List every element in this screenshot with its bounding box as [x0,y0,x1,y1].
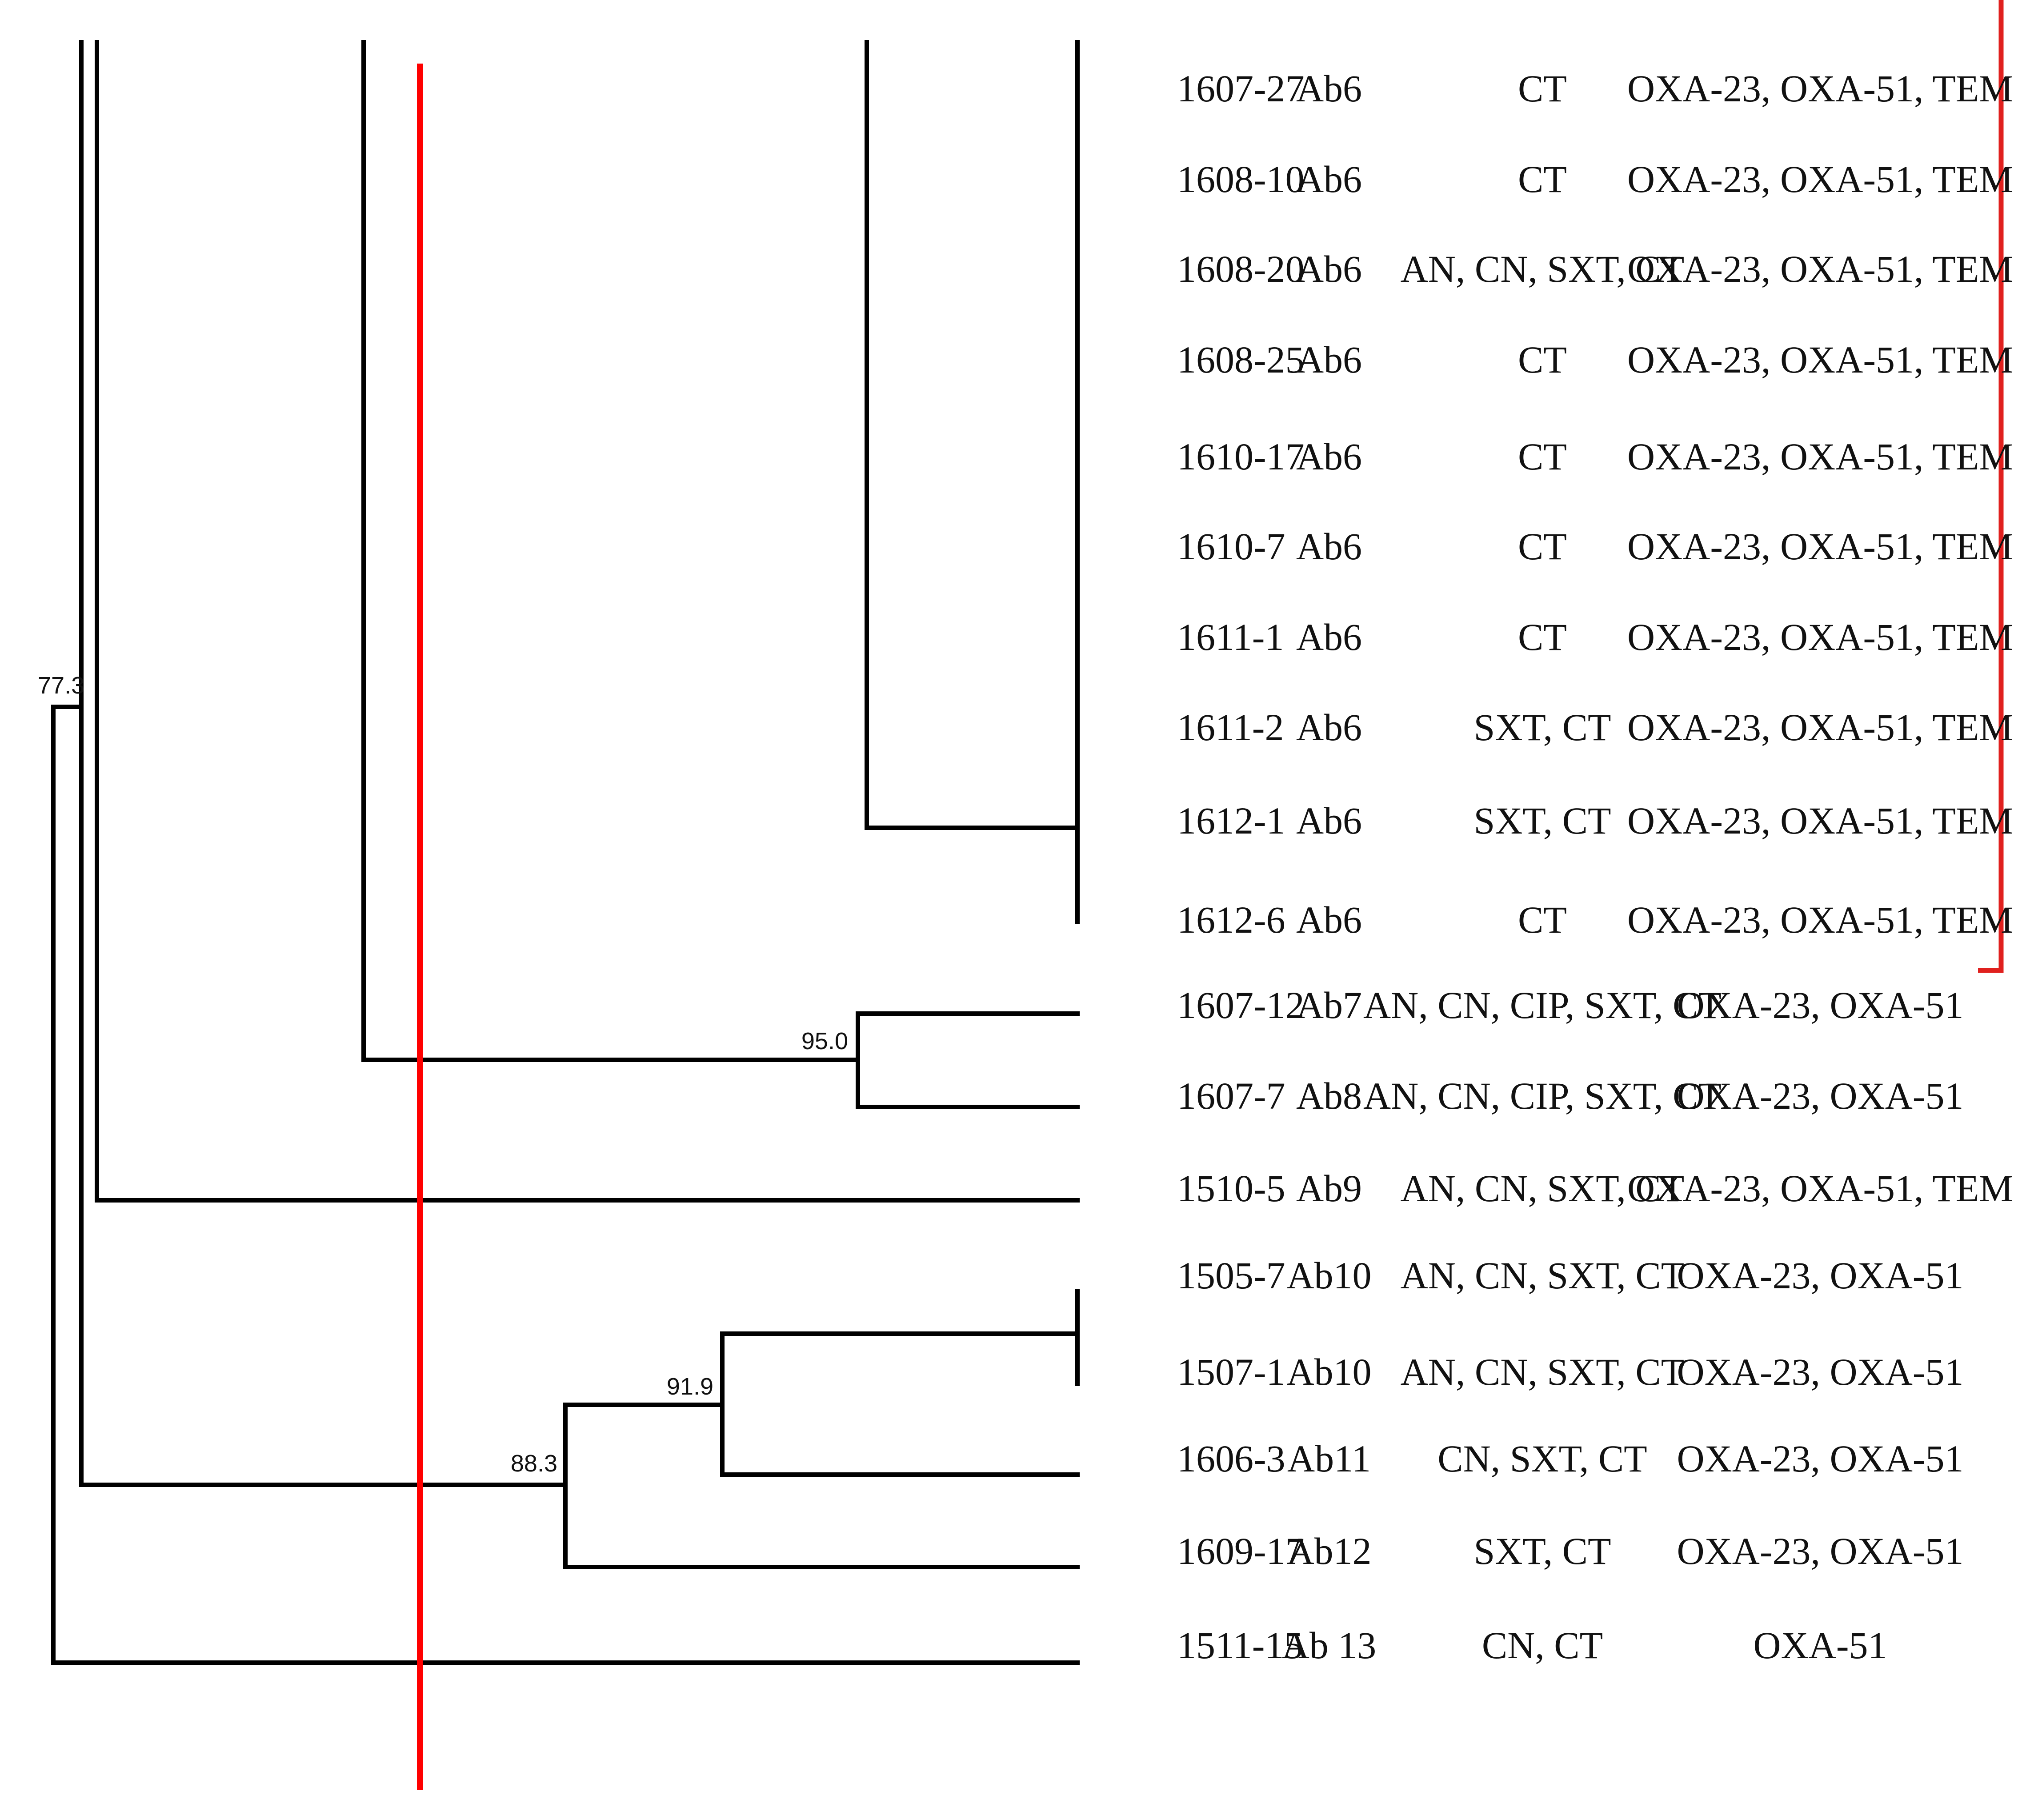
isolate-id: 1511-15 [1177,1624,1303,1667]
pfge-pattern: Ab6 [1296,248,1362,290]
pfge-pattern: Ab 13 [1282,1624,1377,1667]
isolate-id: 1610-17 [1177,435,1305,478]
resistance-genes: OXA-23, OXA-51 [1677,1530,1964,1572]
resistance-profile: CT [1518,338,1567,381]
isolate-id: 1612-1 [1177,799,1285,842]
resistance-profile: AN, CN, SXT, CT [1401,1254,1685,1297]
isolate-id: 1611-1 [1177,616,1284,658]
isolate-id: 1609-17 [1177,1530,1305,1572]
resistance-profile: AN, CN, CIP, SXT, CT [1363,1074,1722,1117]
dendrogram-branches [51,40,1080,1665]
pfge-pattern: Ab12 [1286,1530,1371,1572]
pfge-pattern: Ab10 [1286,1351,1371,1393]
resistance-profile: CN, CT [1482,1624,1603,1667]
node-label-77-3: 77.3 [38,672,84,699]
pfge-pattern: Ab6 [1296,435,1362,478]
isolate-id: 1607-12 [1177,984,1305,1026]
isolate-id: 1610-7 [1177,525,1285,568]
isolate-id: 1612-6 [1177,898,1285,941]
resistance-genes: OXA-23, OXA-51, TEM [1627,248,2013,290]
resistance-profile: CT [1518,435,1567,478]
resistance-genes: OXA-23, OXA-51, TEM [1627,158,2013,200]
resistance-genes: OXA-23, OXA-51, TEM [1627,67,2013,110]
pfge-pattern: Ab10 [1286,1254,1371,1297]
pfge-pattern: Ab8 [1296,1074,1362,1117]
resistance-genes: OXA-23, OXA-51, TEM [1627,338,2013,381]
resistance-genes: OXA-23, OXA-51 [1677,1254,1964,1297]
resistance-profile: AN, CN, SXT, CT [1401,1351,1685,1393]
isolate-id: 1608-20 [1177,248,1305,290]
isolate-id: 1608-10 [1177,158,1305,200]
resistance-genes: OXA-23, OXA-51, TEM [1627,898,2013,941]
table-row: 1606-3 Ab11 CN, SXT, CT OXA-23, OXA-51 [1177,1437,1963,1480]
resistance-profile: SXT, CT [1474,1530,1611,1572]
pfge-pattern: Ab6 [1296,706,1362,749]
resistance-profile: CT [1518,616,1567,658]
pfge-pattern: Ab6 [1296,799,1362,842]
isolate-id: 1607-7 [1177,1074,1285,1117]
table-row: 1610-7 Ab6 CT OXA-23, OXA-51, TEM [1177,525,2013,568]
pfge-pattern: Ab6 [1296,338,1362,381]
ab6-cluster-bracket [1978,0,2004,973]
resistance-genes: OXA-23, OXA-51 [1677,1437,1964,1480]
resistance-genes: OXA-23, OXA-51, TEM [1627,616,2013,658]
isolate-id: 1505-7 [1177,1254,1285,1297]
table-row: 1611-1 Ab6 CT OXA-23, OXA-51, TEM [1177,616,2013,658]
pfge-pattern: Ab6 [1296,67,1362,110]
resistance-profile: CT [1518,158,1567,200]
resistance-profile: AN, CN, SXT, CT [1401,1167,1685,1210]
table-row: 1612-1 Ab6 SXT, CT OXA-23, OXA-51, TEM [1177,799,2013,842]
node-label-91-9: 91.9 [667,1373,713,1400]
resistance-profile: AN, CN, CIP, SXT, CT [1363,984,1722,1026]
resistance-genes: OXA-23, OXA-51, TEM [1627,1167,2013,1210]
resistance-profile: CT [1518,67,1567,110]
resistance-genes: OXA-23, OXA-51, TEM [1627,799,2013,842]
resistance-profile: CT [1518,898,1567,941]
isolate-id: 1510-5 [1177,1167,1285,1210]
isolate-id: 1608-25 [1177,338,1305,381]
isolate-id: 1606-3 [1177,1437,1285,1480]
resistance-profile: CN, SXT, CT [1437,1437,1647,1480]
pfge-pattern: Ab7 [1296,984,1362,1026]
isolate-id: 1607-27 [1177,67,1305,110]
node-label-88-3: 88.3 [511,1450,557,1477]
resistance-profile: AN, CN, SXT, CT [1401,248,1685,290]
pfge-pattern: Ab9 [1296,1167,1362,1210]
resistance-profile: SXT, CT [1474,706,1611,749]
resistance-genes: OXA-23, OXA-51 [1677,984,1964,1026]
pfge-pattern: Ab6 [1296,898,1362,941]
resistance-genes: OXA-51 [1754,1624,1887,1667]
resistance-genes: OXA-23, OXA-51, TEM [1627,525,2013,568]
pfge-pattern: Ab6 [1296,158,1362,200]
resistance-profile: SXT, CT [1474,799,1611,842]
pfge-pattern: Ab11 [1287,1437,1371,1480]
pfge-pattern: Ab6 [1296,525,1362,568]
table-row: 1612-6 Ab6 CT OXA-23, OXA-51, TEM [1177,898,2013,941]
node-label-95-0: 95.0 [801,1028,848,1054]
isolate-id: 1611-2 [1177,706,1284,749]
pfge-pattern: Ab6 [1296,616,1362,658]
isolate-id: 1507-1 [1177,1351,1285,1393]
resistance-profile: CT [1518,525,1567,568]
resistance-genes: OXA-23, OXA-51, TEM [1627,435,2013,478]
resistance-genes: OXA-23, OXA-51, TEM [1627,706,2013,749]
table-row: 1611-2 Ab6 SXT, CT OXA-23, OXA-51, TEM [1177,706,2013,749]
node-labels: 77.3 95.0 91.9 88.3 [38,672,848,1477]
resistance-genes: OXA-23, OXA-51 [1677,1351,1964,1393]
resistance-genes: OXA-23, OXA-51 [1677,1074,1964,1117]
